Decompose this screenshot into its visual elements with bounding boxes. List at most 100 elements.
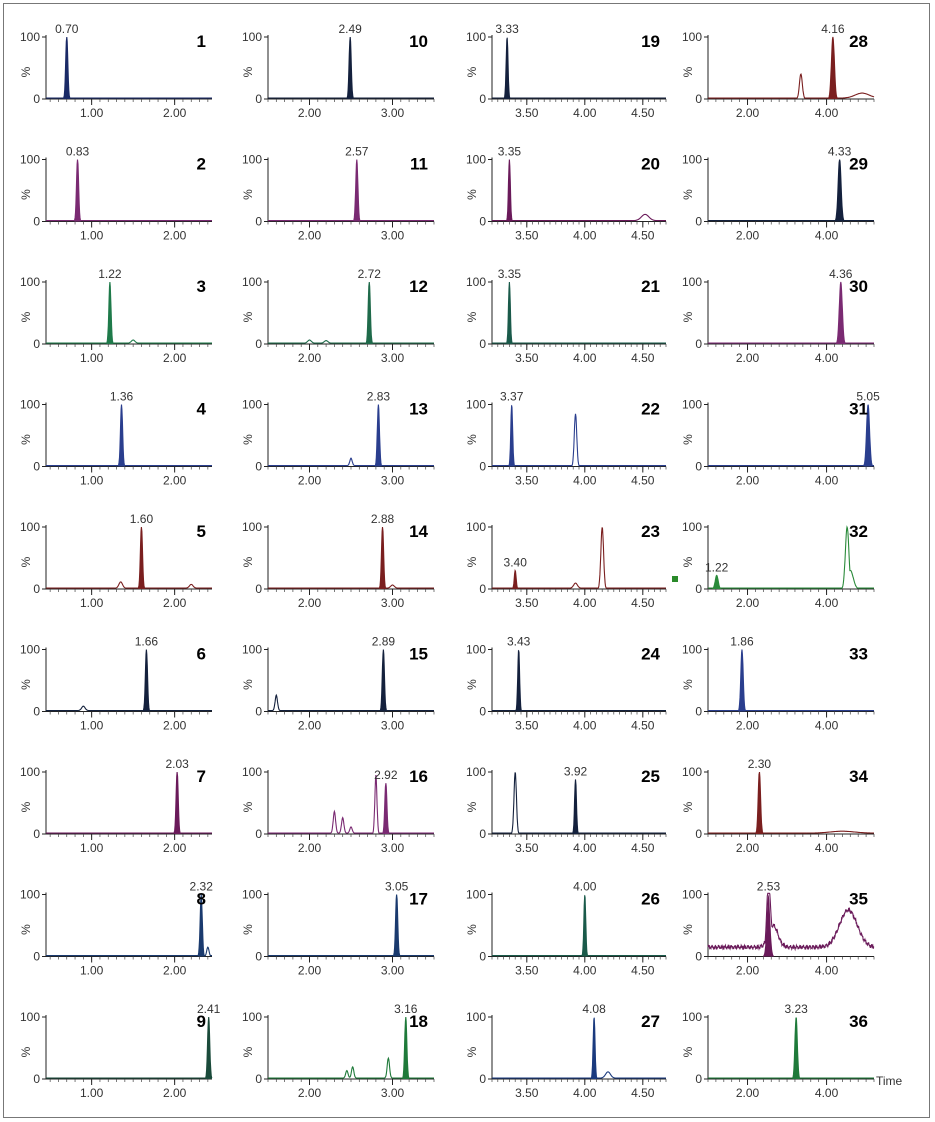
trace-line xyxy=(268,649,434,712)
peak-label: 4.16 xyxy=(821,22,845,36)
y-tick-label: 100 xyxy=(242,153,262,167)
y-axis-label: % xyxy=(681,66,695,77)
peak-label: 2.49 xyxy=(338,22,362,36)
time-axis-label: Time xyxy=(876,1074,903,1088)
y-tick-label: 100 xyxy=(242,765,262,779)
compound-number: 34 xyxy=(849,767,868,786)
compound-number: 2 xyxy=(197,155,206,174)
chromatogram-33: 100 0% 2.00 4.00 1.86 33 xyxy=(681,635,875,733)
y-axis-label: % xyxy=(241,66,255,77)
compound-number: 22 xyxy=(641,400,660,419)
x-tick-label: 2.00 xyxy=(298,719,322,733)
x-tick-label: 4.50 xyxy=(631,964,655,978)
y-tick-label: 0 xyxy=(33,827,40,841)
x-tick-label: 1.00 xyxy=(80,841,104,855)
x-tick-label: 2.00 xyxy=(163,1086,187,1100)
x-tick-label: 4.00 xyxy=(815,474,839,488)
y-axis-label: % xyxy=(681,679,695,690)
compound-number: 30 xyxy=(849,277,868,296)
compound-number: 3 xyxy=(197,277,206,296)
peak-label: 2.57 xyxy=(345,145,369,159)
x-tick-label: 4.00 xyxy=(573,596,597,610)
y-axis-label: % xyxy=(465,1046,479,1057)
y-axis-label: % xyxy=(681,556,695,567)
y-tick-label: 0 xyxy=(695,705,702,719)
x-tick-label: 2.00 xyxy=(298,106,322,120)
chromatogram-34: 100 0% 2.00 4.00 2.30 34 xyxy=(681,757,875,855)
y-tick-label: 0 xyxy=(695,460,702,474)
y-axis-label: % xyxy=(681,434,695,445)
chromatogram-27: 100 0% 3.50 4.00 4.50 4.08 27 xyxy=(465,1002,667,1100)
x-tick-label: 4.00 xyxy=(573,719,597,733)
y-tick-label: 0 xyxy=(479,460,486,474)
y-axis-label: % xyxy=(19,434,33,445)
y-tick-label: 100 xyxy=(466,520,486,534)
y-axis-label: % xyxy=(465,434,479,445)
compound-number: 35 xyxy=(849,890,868,909)
chromatogram-20: 100 0% 3.50 4.00 4.50 3.35 20 xyxy=(465,145,667,243)
y-axis-label: % xyxy=(465,66,479,77)
chromatogram-16: 100 0% 2.00 3.00 2.92 16 xyxy=(241,765,435,855)
x-tick-label: 4.00 xyxy=(815,841,839,855)
trace-line xyxy=(268,775,434,834)
y-tick-label: 0 xyxy=(33,92,40,106)
x-tick-label: 4.00 xyxy=(815,964,839,978)
x-tick-label: 2.00 xyxy=(298,964,322,978)
y-tick-label: 0 xyxy=(695,215,702,229)
peak-label: 1.22 xyxy=(705,560,729,574)
peak-label: 1.22 xyxy=(98,267,122,281)
peak-label: 0.70 xyxy=(55,22,79,36)
peak-label: 5.05 xyxy=(856,390,880,404)
peak-label: 3.40 xyxy=(504,555,528,569)
y-tick-label: 0 xyxy=(33,460,40,474)
y-tick-label: 100 xyxy=(20,765,40,779)
compound-number: 6 xyxy=(197,645,206,664)
trace-line xyxy=(708,1017,874,1079)
y-tick-label: 0 xyxy=(479,827,486,841)
x-tick-label: 1.00 xyxy=(80,596,104,610)
y-tick-label: 0 xyxy=(695,337,702,351)
trace-line xyxy=(492,772,666,834)
chromatogram-5: 100 0% 1.00 2.00 1.60 5 xyxy=(19,512,212,610)
green-marker xyxy=(672,576,678,582)
chromatogram-6: 100 0% 1.00 2.00 1.66 6 xyxy=(19,635,212,733)
x-tick-label: 4.00 xyxy=(815,351,839,365)
y-tick-label: 0 xyxy=(255,705,262,719)
x-tick-label: 2.00 xyxy=(163,229,187,243)
peak-label: 3.23 xyxy=(784,1002,808,1016)
y-tick-label: 0 xyxy=(695,827,702,841)
y-tick-label: 100 xyxy=(682,643,702,657)
x-tick-label: 4.50 xyxy=(631,596,655,610)
x-tick-label: 3.50 xyxy=(515,964,539,978)
peak-label: 1.66 xyxy=(135,635,159,649)
trace-line xyxy=(268,526,434,589)
x-tick-label: 4.00 xyxy=(815,719,839,733)
trace-line xyxy=(268,159,434,222)
y-tick-label: 100 xyxy=(20,153,40,167)
trace-line xyxy=(46,404,212,467)
chromatogram-24: 100 0% 3.50 4.00 4.50 3.43 24 xyxy=(465,635,667,733)
y-tick-label: 100 xyxy=(20,1010,40,1024)
trace-line xyxy=(708,36,875,99)
y-axis-label: % xyxy=(19,311,33,322)
y-tick-label: 100 xyxy=(20,275,40,289)
trace-line xyxy=(46,894,212,957)
y-tick-label: 0 xyxy=(33,215,40,229)
y-tick-label: 100 xyxy=(242,520,262,534)
x-tick-label: 4.00 xyxy=(815,596,839,610)
trace-line xyxy=(492,1017,666,1079)
x-tick-label: 4.50 xyxy=(631,1086,655,1100)
x-tick-label: 3.00 xyxy=(381,719,405,733)
trace-line xyxy=(46,771,212,834)
x-tick-label: 4.00 xyxy=(573,474,597,488)
x-tick-label: 1.00 xyxy=(80,474,104,488)
trace-line xyxy=(268,36,434,99)
x-tick-label: 2.00 xyxy=(298,474,322,488)
y-tick-label: 100 xyxy=(466,1010,486,1024)
chromatogram-4: 100 0% 1.00 2.00 1.36 4 xyxy=(19,390,212,488)
y-tick-label: 0 xyxy=(255,92,262,106)
y-tick-label: 0 xyxy=(479,215,486,229)
